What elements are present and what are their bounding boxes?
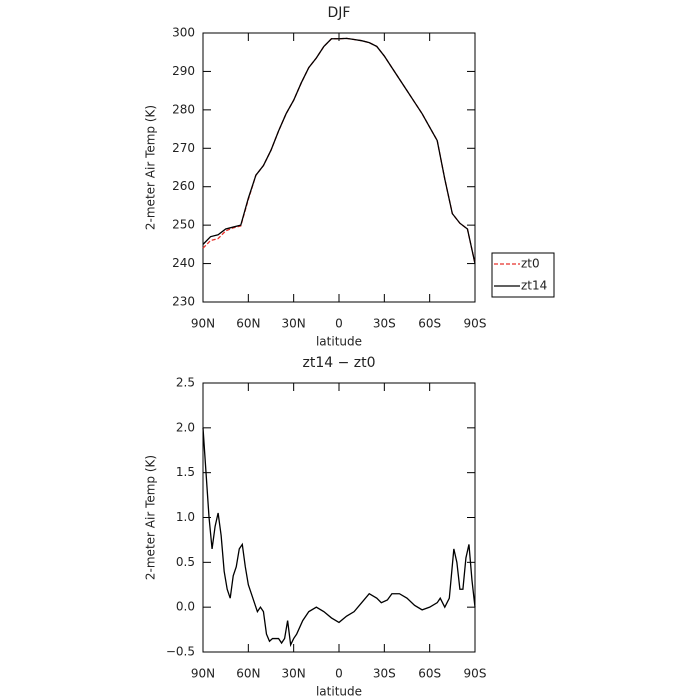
y-axis-label: 2-meter Air Temp (K) [144,105,158,230]
y-tick-label: 0.0 [176,600,195,614]
x-tick-label: 60N [236,317,260,331]
series-line [202,37,476,264]
y-tick-label: 0.5 [176,555,195,569]
y-tick-label: 290 [172,64,195,78]
y-tick-label: 260 [172,179,195,193]
y-tick-label: 300 [172,26,195,40]
x-tick-label: 90S [464,317,487,331]
y-tick-label: 250 [172,218,195,232]
x-axis-label: latitude [316,335,362,349]
x-tick-label: 90N [191,667,215,681]
y-tick-label: −0.5 [166,645,195,659]
series-line [202,37,476,264]
y-tick-label: 270 [172,141,195,155]
legend-label: zt14 [521,279,547,293]
x-tick-label: 60S [418,667,441,681]
x-tick-label: 30S [373,317,396,331]
y-axis-label: 2-meter Air Temp (K) [144,455,158,580]
plot-frame [202,32,476,303]
y-tick-label: 230 [172,295,195,309]
x-tick-label: 30S [373,667,396,681]
y-tick-label: 2.0 [176,420,195,434]
plot-frame [202,382,476,653]
y-tick-label: 1.0 [176,510,195,524]
y-tick-label: 1.5 [176,465,195,479]
chart-title: zt14 − zt0 [302,355,375,371]
x-tick-label: 0 [335,317,343,331]
x-axis-label: latitude [316,685,362,699]
y-tick-label: 2.5 [176,376,195,390]
legend-label: zt0 [521,257,540,271]
x-tick-label: 90N [191,317,215,331]
series-line [202,427,476,648]
x-tick-label: 90S [464,667,487,681]
x-tick-label: 30N [282,317,306,331]
x-tick-label: 0 [335,667,343,681]
x-tick-label: 30N [282,667,306,681]
legend-frame [491,252,555,298]
y-tick-label: 280 [172,102,195,116]
chart-title: DJF [328,5,351,21]
x-tick-label: 60S [418,317,441,331]
x-tick-label: 60N [236,667,260,681]
y-tick-label: 240 [172,256,195,270]
